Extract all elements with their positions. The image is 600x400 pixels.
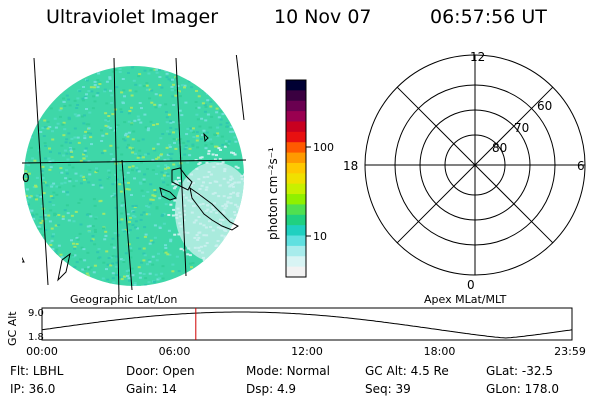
colorbar-cell [286, 204, 306, 216]
status-filter: Flt: LBHL [10, 364, 64, 378]
colorbar-cell [286, 235, 306, 247]
mlt-label-0: 0 [467, 278, 475, 292]
coastline [159, 187, 177, 201]
grid-meridian [121, 159, 133, 291]
coastline [203, 132, 209, 143]
colorbar-cell [286, 194, 306, 205]
status-ip: IP: 36.0 [10, 382, 56, 396]
colorbar-cell [286, 152, 306, 164]
mlat-label-80: 80 [492, 141, 507, 155]
apex-caption: Apex MLat/MLT [424, 293, 507, 306]
longitude-label: 0 [22, 171, 30, 185]
grid-meridian [175, 57, 187, 277]
colorbar-cell [286, 256, 306, 268]
grid-meridian [235, 55, 245, 121]
mlt-label-6: 6 [577, 159, 585, 173]
colorbar-cell [286, 225, 306, 237]
uv-image: 0 [22, 55, 247, 297]
colorbar: 100 10 photon cm⁻²s⁻¹ [266, 79, 334, 278]
altitude-axis-label: GC Alt [6, 311, 19, 346]
colorbar-cell [286, 100, 306, 112]
status-glon: GLon: 178.0 [486, 382, 559, 396]
grid-meridian [33, 57, 49, 286]
colorbar-cell [286, 183, 306, 195]
status-mode: Mode: Normal [246, 364, 330, 378]
status-door: Door: Open [126, 364, 195, 378]
mlat-label-60: 60 [537, 99, 552, 113]
colorbar-cell [286, 80, 306, 91]
date-label: 10 Nov 07 [274, 6, 372, 28]
coastline [171, 167, 193, 191]
polar-diagonal [396, 86, 554, 244]
colorbar-cell [286, 131, 306, 143]
status-seq: Seq: 39 [365, 382, 411, 396]
colorbar-tick-10: 10 [313, 230, 327, 243]
colorbar-cell [286, 121, 306, 133]
altitude-plot: GC Alt 9.0 1.8 00:00 06:00 12:00 18:00 2… [6, 307, 586, 358]
time-label: 06:57:56 UT [430, 6, 547, 28]
coastline [22, 256, 25, 263]
colorbar-cell [286, 142, 306, 154]
status-gain: Gain: 14 [126, 382, 177, 396]
altitude-curve [42, 311, 572, 339]
mlt-label-18: 18 [343, 159, 358, 173]
coastline [189, 186, 239, 231]
coastline [57, 252, 71, 282]
instrument-title: Ultraviolet Imager [46, 6, 219, 28]
colorbar-cell [286, 214, 306, 226]
x-tick-label: 12:00 [291, 345, 323, 358]
colorbar-cell [286, 173, 306, 185]
x-tick-label: 06:00 [159, 345, 191, 358]
grid-parallel [22, 159, 247, 164]
mlt-label-12: 12 [470, 50, 485, 64]
status-gc-alt: GC Alt: 4.5 Re [365, 364, 449, 378]
auroral-emission [365, 214, 373, 246]
colorbar-cell [286, 162, 306, 174]
colorbar-cell [286, 266, 306, 278]
auroral-emission [365, 200, 384, 258]
altitude-max-label: 9.0 [28, 308, 44, 319]
x-tick-label: 00:00 [26, 345, 58, 358]
altitude-min-label: 1.8 [28, 332, 44, 343]
grid-meridian [113, 57, 120, 297]
polar-plot: 12 6 18 0 60 70 80 [343, 50, 586, 292]
x-tick-label: 23:59 [554, 345, 586, 358]
mlat-label-70: 70 [514, 121, 529, 135]
altitude-plot-frame [41, 307, 573, 341]
x-tick-label: 18:00 [424, 345, 456, 358]
status-glat: GLat: -32.5 [486, 364, 553, 378]
colorbar-tick-100: 100 [313, 141, 334, 154]
colorbar-cell [286, 90, 306, 102]
geographic-caption: Geographic Lat/Lon [70, 293, 177, 306]
colorbar-cell [286, 245, 306, 257]
colorbar-unit-label: photon cm⁻²s⁻¹ [266, 147, 280, 240]
colorbar-cell [286, 111, 306, 122]
status-dsp: Dsp: 4.9 [246, 382, 297, 396]
